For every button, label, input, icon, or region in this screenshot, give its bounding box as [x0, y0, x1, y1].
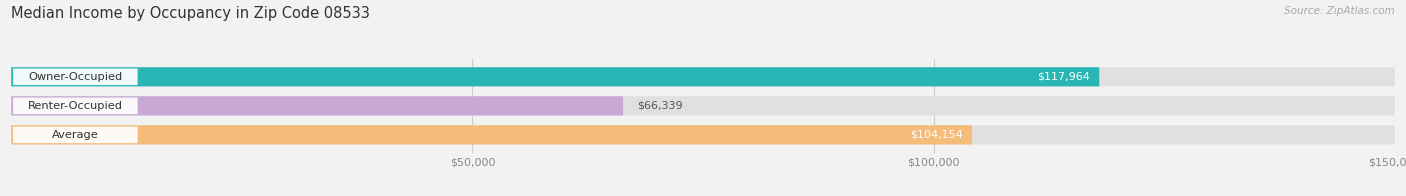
- FancyBboxPatch shape: [11, 125, 1395, 144]
- FancyBboxPatch shape: [13, 69, 138, 85]
- Text: $117,964: $117,964: [1038, 72, 1090, 82]
- FancyBboxPatch shape: [11, 67, 1395, 86]
- FancyBboxPatch shape: [11, 96, 1395, 115]
- Text: Source: ZipAtlas.com: Source: ZipAtlas.com: [1284, 6, 1395, 16]
- Text: $104,154: $104,154: [910, 130, 963, 140]
- FancyBboxPatch shape: [13, 98, 138, 114]
- FancyBboxPatch shape: [11, 96, 623, 115]
- FancyBboxPatch shape: [11, 125, 972, 144]
- FancyBboxPatch shape: [13, 127, 138, 143]
- Text: Owner-Occupied: Owner-Occupied: [28, 72, 122, 82]
- FancyBboxPatch shape: [11, 67, 1099, 86]
- Text: Renter-Occupied: Renter-Occupied: [28, 101, 122, 111]
- Text: Average: Average: [52, 130, 98, 140]
- Text: Median Income by Occupancy in Zip Code 08533: Median Income by Occupancy in Zip Code 0…: [11, 6, 370, 21]
- Text: $66,339: $66,339: [637, 101, 682, 111]
